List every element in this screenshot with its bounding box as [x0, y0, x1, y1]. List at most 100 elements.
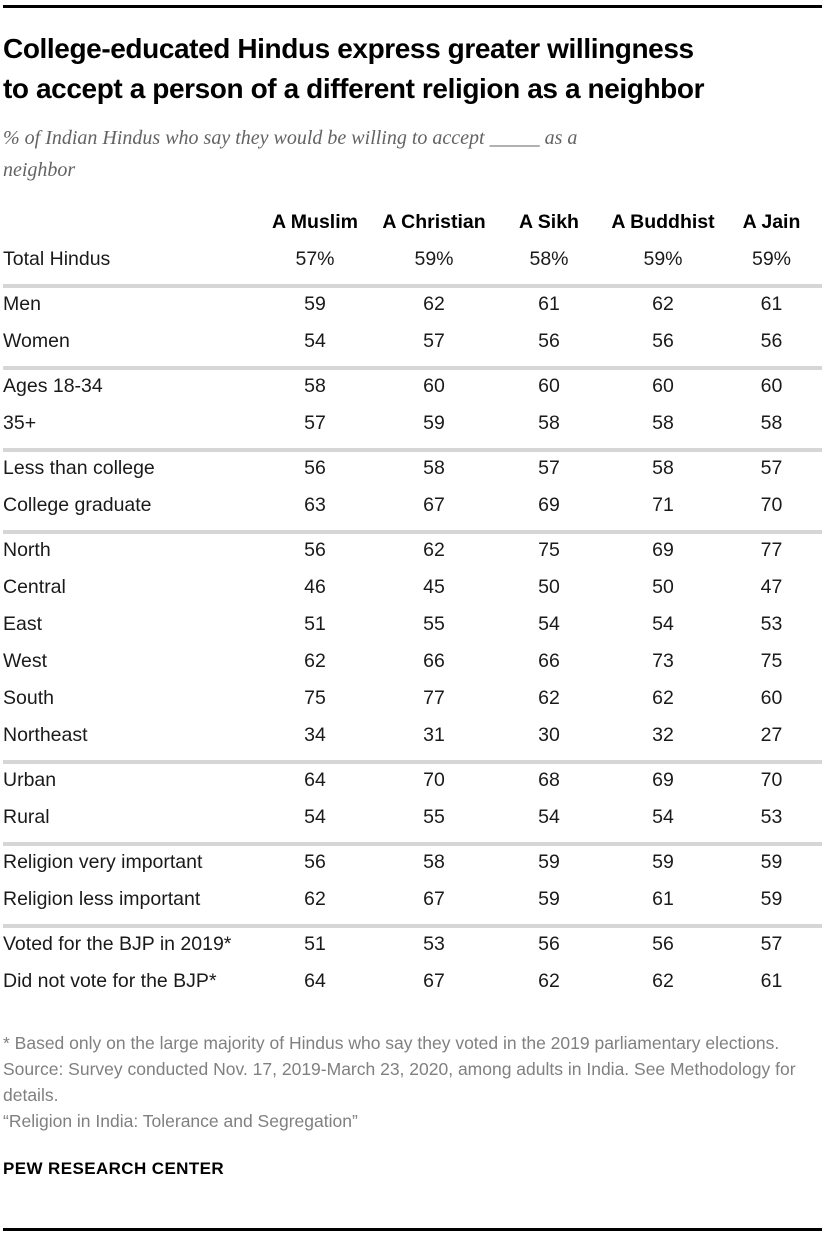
table-row: Central 46 45 50 50 47	[3, 573, 822, 610]
table-row: Men 59 62 61 62 61	[3, 290, 822, 327]
chart-title: College-educated Hindus express greater …	[3, 29, 822, 109]
cell-value: 57	[304, 412, 326, 434]
cell-value: 54	[304, 330, 326, 352]
bottom-rule	[3, 1228, 822, 1231]
cell-value: 56	[760, 330, 783, 352]
cell-value: 67	[423, 888, 445, 910]
column-header: A Jain	[742, 211, 801, 233]
cell-value: 54	[538, 613, 560, 635]
cell-value: 62	[652, 293, 674, 315]
cell-value: 68	[538, 769, 560, 791]
cell-value: 56	[304, 457, 326, 479]
divider-bar	[3, 447, 822, 452]
row-label: Less than college	[3, 457, 155, 479]
table-row: 35+ 57 59 58 58 58	[3, 409, 822, 446]
table-row: Less than college 56 58 57 58 57	[3, 454, 822, 491]
table-row: Rural 54 55 54 54 53	[3, 803, 822, 840]
section-divider	[3, 282, 822, 290]
section-divider	[3, 528, 822, 536]
table-row: Urban 64 70 68 69 70	[3, 766, 822, 803]
chart-subtitle: % of Indian Hindus who say they would be…	[3, 122, 822, 186]
divider-bar	[3, 759, 822, 764]
cell-value: 51	[304, 933, 326, 955]
cell-value: 60	[760, 687, 783, 709]
cell-value: 58	[652, 457, 674, 479]
row-label: 35+	[3, 412, 37, 434]
cell-value: 54	[652, 806, 674, 828]
cell-value: 46	[304, 576, 326, 598]
cell-value: 34	[304, 724, 326, 746]
cell-value: 62	[423, 293, 445, 315]
title-line-2: to accept a person of a different religi…	[3, 73, 705, 104]
cell-value: 70	[760, 769, 783, 791]
cell-value: 61	[652, 888, 674, 910]
cell-value: 64	[304, 970, 326, 992]
cell-value: 62	[652, 970, 674, 992]
cell-value: 67	[423, 494, 445, 516]
table-row: South 75 77 62 62 60	[3, 684, 822, 721]
pew-research-center-wordmark: PEW RESEARCH CENTER	[3, 1158, 225, 1178]
row-label: West	[3, 650, 48, 672]
row-label: Women	[3, 330, 70, 352]
cell-value: 61	[760, 293, 783, 315]
table-row: Women 54 57 56 56 56	[3, 327, 822, 364]
table-row: Ages 18-34 58 60 60 60 60	[3, 372, 822, 409]
cell-value: 57	[760, 933, 783, 955]
cell-value: 27	[760, 724, 783, 746]
cell-value: 57	[760, 457, 783, 479]
cell-value: 64	[304, 769, 326, 791]
cell-value: 51	[304, 613, 326, 635]
column-header: A Christian	[382, 211, 486, 233]
header-corner-cell	[3, 210, 255, 245]
cell-value: 77	[423, 687, 445, 709]
cell-value: 56	[538, 330, 560, 352]
cell-value: 58%	[529, 248, 569, 270]
cell-value: 31	[423, 724, 445, 746]
cell-value: 59	[538, 851, 560, 873]
cell-value: 58	[423, 851, 445, 873]
cell-value: 58	[652, 412, 674, 434]
footnote-asterisk: * Based only on the large majority of Hi…	[3, 1032, 780, 1053]
cell-value: 69	[652, 769, 674, 791]
row-label: Religion less important	[3, 888, 201, 910]
table-row: Did not vote for the BJP* 64 67 62 62 61	[3, 967, 822, 1004]
row-label: North	[3, 539, 51, 561]
cell-value: 69	[538, 494, 560, 516]
cell-value: 45	[423, 576, 445, 598]
cell-value: 66	[538, 650, 560, 672]
section-divider	[3, 922, 822, 930]
cell-value: 50	[652, 576, 674, 598]
section-divider	[3, 758, 822, 766]
table-body: Total Hindus 57% 59% 58% 59% 59% Men 59 62 61 62 61…	[3, 245, 822, 1004]
cell-value: 58	[538, 412, 560, 434]
cell-value: 62	[538, 687, 560, 709]
cell-value: 69	[652, 539, 674, 561]
table-row: Total Hindus 57% 59% 58% 59% 59%	[3, 245, 822, 282]
cell-value: 60	[652, 375, 674, 397]
cell-value: 56	[652, 330, 674, 352]
cell-value: 56	[304, 539, 326, 561]
cell-value: 32	[652, 724, 674, 746]
cell-value: 70	[423, 769, 445, 791]
row-label: Urban	[3, 769, 57, 791]
footnotes-block: * Based only on the large majority of Hi…	[3, 1030, 822, 1134]
cell-value: 60	[423, 375, 445, 397]
cell-value: 66	[423, 650, 445, 672]
section-divider	[3, 446, 822, 454]
cell-value: 59%	[751, 248, 792, 270]
row-label: East	[3, 613, 43, 635]
cell-value: 54	[652, 613, 674, 635]
cell-value: 57	[423, 330, 445, 352]
cell-value: 77	[760, 539, 783, 561]
cell-value: 59	[652, 851, 674, 873]
cell-value: 56	[304, 851, 326, 873]
subtitle-line-1: % of Indian Hindus who say they would be…	[3, 127, 578, 149]
row-label: Voted for the BJP in 2019*	[3, 933, 232, 955]
row-label: College graduate	[3, 494, 152, 516]
cell-value: 63	[304, 494, 326, 516]
cell-value: 60	[538, 375, 560, 397]
row-label: Northeast	[3, 724, 88, 746]
cell-value: 61	[538, 293, 560, 315]
header-row: A Muslim A Christian A Sikh A Buddhist A Jai…	[3, 210, 822, 245]
